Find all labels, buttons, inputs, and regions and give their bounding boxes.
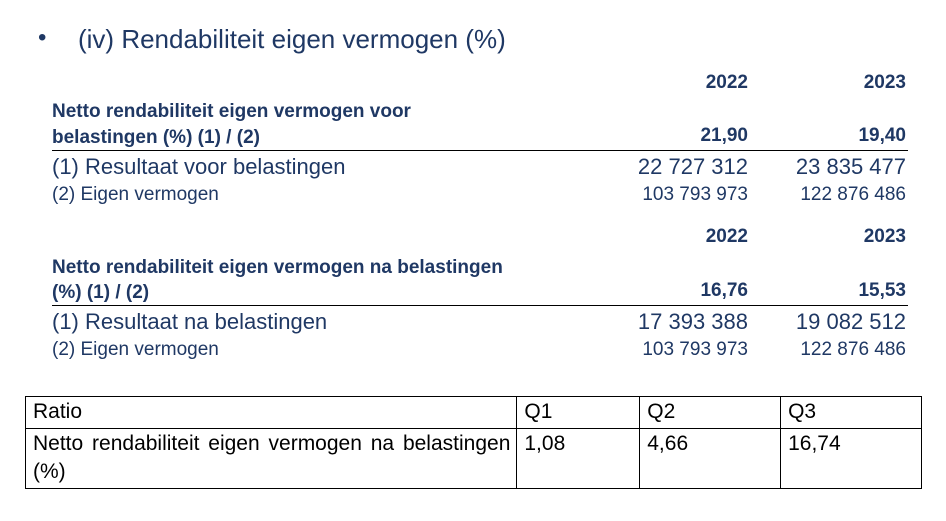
cell-ratio-label: Netto rendabiliteit eigen vermogen na be… (24, 428, 518, 489)
ratio-title-voor-line2: belastingen (%) (1) / (2) (52, 127, 260, 148)
ratio-value-2023: 15,53 (858, 280, 906, 301)
year-2023-header: 2023 (863, 226, 906, 247)
ratio-title-na-line1: Netto rendabiliteit eigen vermogen na be… (52, 257, 503, 278)
year-2022-header: 2022 (705, 72, 748, 93)
benchmark-table: Ratio Q1 Q2 Q3 Netto rendabiliteit eigen… (24, 396, 922, 489)
ratio-value-2023: 19,40 (858, 125, 906, 146)
table-header-row: Ratio Q1 Q2 Q3 (24, 396, 922, 429)
row-value-2023: 19 082 512 (795, 309, 906, 334)
ratio-value-2022: 21,90 (700, 125, 748, 146)
row-label-resultaat-na: (1) Resultaat na belastingen (52, 309, 328, 334)
cell-q1: 1,08 (516, 428, 641, 489)
divider-line (52, 150, 908, 151)
year-2022-header: 2022 (705, 226, 748, 247)
row-value-2022: 103 793 973 (642, 184, 748, 205)
ratio-value-2022: 16,76 (700, 280, 748, 301)
header-q2: Q2 (639, 396, 782, 429)
year-2023-header: 2023 (863, 72, 906, 93)
row-value-2023: 23 835 477 (795, 154, 906, 179)
header-q3: Q3 (780, 396, 922, 429)
row-value-2022: 17 393 388 (637, 309, 748, 334)
divider-line (52, 305, 908, 306)
ratio-title-na-line2: (%) (1) / (2) (52, 282, 150, 303)
ratio-title-voor-line1: Netto rendabiliteit eigen vermogen voor (52, 101, 411, 122)
section-heading: (iv) Rendabiliteit eigen vermogen (%) (78, 24, 506, 54)
row-label-eigen-vermogen: (2) Eigen vermogen (52, 339, 219, 360)
row-label-resultaat-voor: (1) Resultaat voor belastingen (52, 154, 346, 179)
row-value-2023: 122 876 486 (800, 339, 906, 360)
cell-q3: 16,74 (780, 428, 922, 489)
row-label-eigen-vermogen: (2) Eigen vermogen (52, 184, 219, 205)
row-value-2022: 103 793 973 (642, 339, 748, 360)
cell-q2: 4,66 (639, 428, 782, 489)
table-row: Netto rendabiliteit eigen vermogen na be… (24, 428, 922, 489)
bullet-icon: • (38, 24, 47, 51)
row-value-2023: 122 876 486 (800, 184, 906, 205)
header-ratio: Ratio (24, 396, 518, 429)
header-q1: Q1 (516, 396, 641, 429)
row-value-2022: 22 727 312 (637, 154, 748, 179)
